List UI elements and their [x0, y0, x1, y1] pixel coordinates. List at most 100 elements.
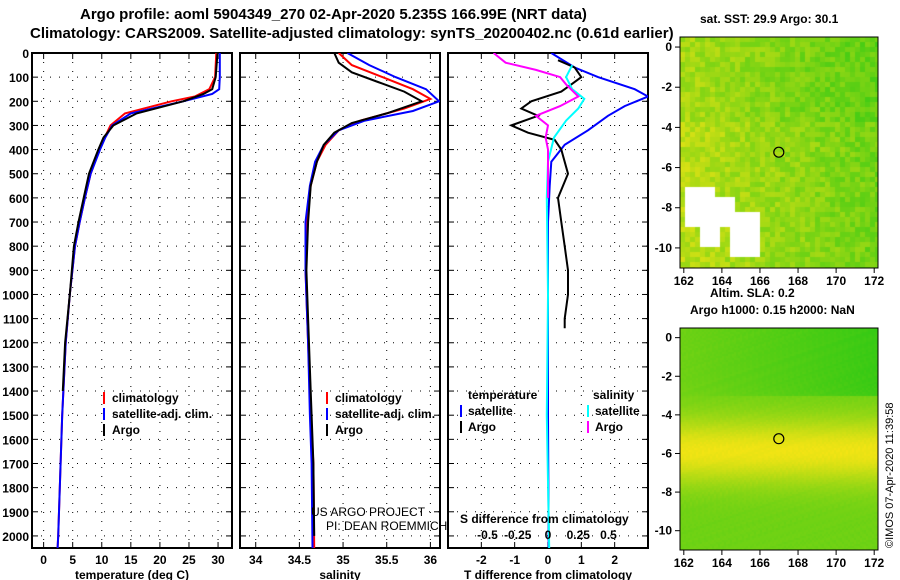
- legend-heading-salinity: salinity: [593, 388, 635, 402]
- legend-label: Argo: [112, 423, 140, 437]
- series-group: [56, 53, 221, 548]
- series-line-argo: [61, 53, 219, 392]
- x-axis-label: salinity: [319, 568, 361, 580]
- x-tick-label: 35.5: [375, 553, 399, 567]
- x-axis-label: T difference from climatology: [464, 568, 632, 580]
- sla-map-image: [680, 328, 878, 550]
- series-group: [304, 53, 440, 548]
- map-x-tick-label: 170: [826, 556, 846, 570]
- map-x-tick-label: 172: [864, 274, 884, 288]
- map-x-tick-label: 170: [826, 274, 846, 288]
- x-axis-label: temperature (deg C): [75, 568, 189, 580]
- depth-tick-label: 1700: [2, 457, 29, 471]
- map-x-tick-label: 166: [750, 556, 770, 570]
- series-group: [492, 53, 648, 548]
- x-tick-label: -1: [509, 553, 520, 567]
- map-y-tick-label: -10: [655, 241, 673, 255]
- map-x-tick-label: 164: [712, 274, 732, 288]
- depth-tick-label: 500: [9, 168, 29, 182]
- title-line-1: Argo profile: aoml 5904349_270 02-Apr-20…: [80, 6, 587, 23]
- legend-label: satellite: [468, 404, 513, 418]
- depth-tick-label: 2000: [2, 530, 29, 544]
- s-diff-tick-label: 0.25: [567, 528, 591, 542]
- sla-map-title: Altim. SLA: 0.2: [710, 286, 795, 300]
- x-tick-label: 0: [545, 553, 552, 567]
- s-diff-tick-label: 0.5: [600, 528, 617, 542]
- map-x-tick-label: 166: [750, 274, 770, 288]
- sst-map-title: sat. SST: 29.9 Argo: 30.1: [700, 12, 839, 26]
- x-tick-label: 10: [95, 553, 109, 567]
- x-tick-label: -2: [476, 553, 487, 567]
- depth-tick-label: 200: [9, 95, 29, 109]
- map-y-tick-label: -8: [661, 485, 672, 499]
- depth-tick-label: 1300: [2, 361, 29, 375]
- legend-label: Argo: [468, 420, 496, 434]
- x-tick-label: 1: [578, 553, 585, 567]
- series-line-argo: [305, 53, 425, 536]
- depth-tick-label: 100: [9, 71, 29, 85]
- map-x-tick-label: 162: [674, 556, 694, 570]
- depth-tick-label: 1100: [3, 313, 29, 327]
- sst-map-image: [680, 37, 878, 268]
- depth-tick-label: 1400: [2, 385, 29, 399]
- sla-map-subtitle: Argo h1000: 0.15 h2000: NaN: [690, 303, 855, 317]
- x-tick-label: 2: [611, 553, 618, 567]
- map-y-tick-label: 0: [665, 40, 672, 54]
- watermark: ©IMOS 07-Apr-2020 11:39:58: [884, 402, 896, 548]
- x-tick-label: 5: [69, 553, 76, 567]
- series-line-s-satellite: [545, 64, 586, 548]
- s-diff-tick-label: -0.5: [477, 528, 498, 542]
- x-tick-label: 35: [336, 553, 350, 567]
- depth-tick-label: 400: [9, 144, 29, 158]
- credit-text: US ARGO PROJECT: [311, 505, 426, 519]
- x-tick-label: 0: [40, 553, 47, 567]
- depth-tick-label: 1600: [2, 433, 29, 447]
- depth-tick-label: 1900: [2, 506, 29, 520]
- map-y-tick-label: -4: [661, 120, 672, 134]
- map-y-tick-label: -2: [661, 80, 672, 94]
- s-diff-tick-label: 0: [545, 528, 552, 542]
- legend-label: satellite: [595, 404, 640, 418]
- s-diff-tick-label: -0.25: [504, 528, 532, 542]
- sla-map-frame: [679, 327, 879, 551]
- depth-tick-label: 800: [9, 240, 29, 254]
- map-y-tick-label: -10: [655, 524, 673, 538]
- argo-position-marker: [773, 433, 785, 445]
- map-x-tick-label: 162: [674, 274, 694, 288]
- depth-tick-label: 1500: [2, 409, 29, 423]
- pi-text: PI: DEAN ROEMMICH: [326, 519, 448, 533]
- map-y-tick-label: -6: [661, 446, 672, 460]
- depth-tick-label: 1000: [2, 288, 29, 302]
- legend-label: satellite-adj. clim.: [335, 407, 435, 421]
- map-x-tick-label: 168: [788, 556, 808, 570]
- legend-label: climatology: [335, 391, 402, 405]
- legend-label: Argo: [595, 420, 623, 434]
- depth-tick-label: 300: [9, 119, 29, 133]
- map-x-tick-label: 172: [864, 556, 884, 570]
- map-y-tick-label: -4: [661, 408, 672, 422]
- sst-map-frame: [679, 36, 879, 269]
- map-x-tick-label: 164: [712, 556, 732, 570]
- x-tick-label: 15: [124, 553, 138, 567]
- legend-label: Argo: [335, 423, 363, 437]
- map-x-tick-label: 168: [788, 274, 808, 288]
- map-y-tick-label: -6: [661, 161, 672, 175]
- x-tick-label: 25: [182, 553, 196, 567]
- depth-tick-label: 0: [22, 47, 29, 61]
- legend-heading-temperature: temperature: [468, 388, 538, 402]
- depth-tick-label: 600: [9, 192, 29, 206]
- legend-label: climatology: [112, 391, 179, 405]
- legend-label: satellite-adj. clim.: [112, 407, 212, 421]
- x-tick-label: 30: [211, 553, 225, 567]
- x-tick-label: 20: [153, 553, 167, 567]
- series-line-s-argo: [492, 53, 580, 198]
- map-y-tick-label: -2: [661, 369, 672, 383]
- depth-tick-label: 700: [9, 216, 29, 230]
- map-y-tick-label: -8: [661, 201, 672, 215]
- depth-tick-label: 900: [9, 264, 29, 278]
- depth-tick-label: 1200: [2, 337, 29, 351]
- x-tick-label: 36: [424, 553, 438, 567]
